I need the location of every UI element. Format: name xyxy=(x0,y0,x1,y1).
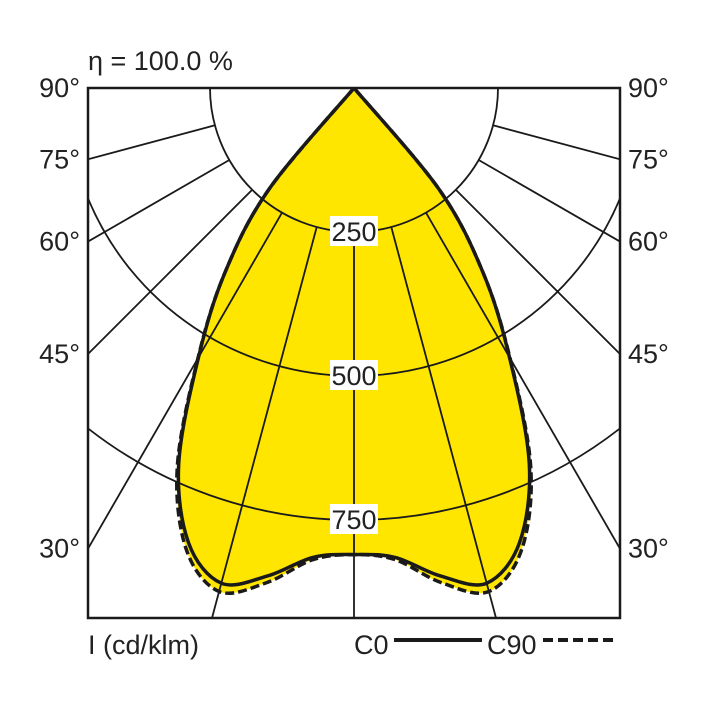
angle-labels: 90° 90° 75° 75° 60° 60° 45° 45° 30° 30° xyxy=(39,73,669,564)
angle-label-left-90: 90° xyxy=(39,73,80,103)
angle-label-right-60: 60° xyxy=(628,227,669,257)
angle-label-right-90: 90° xyxy=(628,73,669,103)
angle-label-right-30: 30° xyxy=(628,534,669,564)
angle-label-right-45: 45° xyxy=(628,339,669,369)
angle-label-right-75: 75° xyxy=(628,144,669,174)
grid-radial-30 xyxy=(425,212,620,550)
radial-label-bg xyxy=(330,216,378,246)
legend-c0-label: C0 xyxy=(354,630,389,660)
radial-label-500: 500 xyxy=(331,361,376,391)
radial-label-250: 250 xyxy=(331,217,376,247)
plot-frame xyxy=(86,86,622,620)
unit-label: I (cd/klm) xyxy=(88,630,199,660)
grid-radial-75 xyxy=(492,124,620,161)
grid-radial--75 xyxy=(88,124,216,161)
grid-radial--60 xyxy=(88,159,230,243)
angle-label-left-60: 60° xyxy=(39,227,80,257)
radial-label-bg xyxy=(330,360,378,390)
curves xyxy=(88,88,620,618)
radial-labels: 250 500 750 xyxy=(330,216,378,535)
grid-radial-15 xyxy=(390,226,497,618)
grid-radial--45 xyxy=(88,189,253,355)
legend-c90-label: C90 xyxy=(487,630,537,660)
angle-label-left-75: 75° xyxy=(39,144,80,174)
angle-label-left-45: 45° xyxy=(39,339,80,369)
chart-title: η = 100.0 % xyxy=(88,46,233,76)
grid-radial--15 xyxy=(211,226,318,618)
radial-label-750: 750 xyxy=(331,505,376,535)
polar-grid xyxy=(88,88,620,618)
grid-radial--30 xyxy=(88,212,283,550)
radial-label-bg xyxy=(330,504,378,534)
angle-label-left-30: 30° xyxy=(39,534,80,564)
grid-radial-45 xyxy=(455,189,620,355)
grid-radial-60 xyxy=(478,159,620,243)
c0-curve xyxy=(176,88,532,587)
